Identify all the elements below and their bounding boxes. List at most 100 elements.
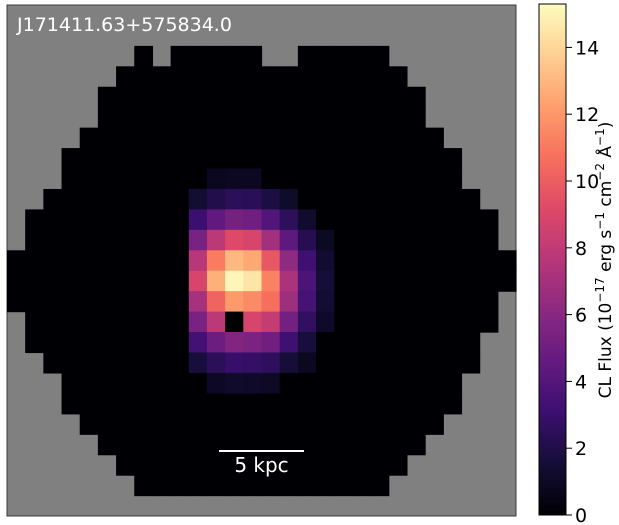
heatmap-pixel [279, 188, 299, 210]
heatmap-pixel [79, 393, 99, 415]
heatmap-pixel [406, 291, 426, 313]
heatmap-pixel [170, 413, 190, 435]
heatmap-pixel [43, 332, 63, 354]
heatmap-pixel [316, 168, 335, 190]
heatmap-pixel [334, 372, 353, 394]
heatmap-pixel [116, 434, 135, 456]
heatmap-pixel [370, 107, 390, 129]
heatmap-pixel [352, 148, 372, 170]
heatmap-pixel [316, 66, 335, 88]
heatmap-pixel [152, 209, 172, 231]
heatmap-pixel [316, 209, 335, 231]
heatmap-pixel [79, 352, 99, 374]
heatmap-pixel [461, 188, 481, 210]
heatmap-pixel [297, 454, 317, 476]
heatmap-pixel [279, 311, 299, 333]
heatmap-pixel [297, 372, 317, 394]
heatmap-pixel [261, 372, 281, 394]
heatmap-pixel [461, 209, 481, 231]
heatmap-pixel [170, 332, 190, 354]
heatmap-pixel [206, 86, 226, 108]
heatmap-pixel [152, 229, 172, 251]
heatmap-pixel [316, 291, 335, 313]
heatmap-pixel [134, 332, 154, 354]
heatmap-pixel [443, 393, 463, 415]
heatmap-pixel [479, 311, 499, 333]
heatmap-pixel [370, 311, 390, 333]
heatmap-pixel [316, 229, 335, 251]
heatmap-pixel [370, 475, 390, 497]
heatmap-pixel [243, 209, 263, 231]
heatmap-pixel [116, 188, 135, 210]
heatmap-pixel [206, 475, 226, 497]
heatmap-pixel [188, 66, 208, 88]
heatmap-pixel [170, 45, 190, 67]
heatmap-pixel [279, 250, 299, 272]
heatmap-pixel [279, 107, 299, 129]
heatmap-pixel [116, 454, 135, 476]
heatmap-pixel [43, 250, 63, 272]
heatmap-pixel [388, 352, 408, 374]
heatmap-pixel [388, 86, 408, 108]
heatmap-pixel [352, 352, 372, 374]
heatmap-pixel [406, 413, 426, 435]
heatmap-pixel [261, 291, 281, 313]
heatmap-pixel [188, 270, 208, 292]
heatmap-pixel [134, 86, 154, 108]
heatmap-pixel [388, 127, 408, 149]
heatmap-pixel [279, 393, 299, 415]
heatmap-pixel [297, 209, 317, 231]
heatmap-pixel [152, 148, 172, 170]
heatmap-pixel [297, 475, 317, 497]
heatmap-pixel [297, 168, 317, 190]
heatmap-pixel [279, 332, 299, 354]
heatmap-pixel [370, 188, 390, 210]
heatmap-pixel [297, 127, 317, 149]
heatmap-pixel [406, 107, 426, 129]
heatmap-pixel [134, 148, 154, 170]
heatmap-pixel [116, 229, 135, 251]
heatmap-pixel [225, 454, 244, 476]
heatmap-pixel [297, 393, 317, 415]
heatmap-pixel [406, 148, 426, 170]
heatmap-pixel [479, 291, 499, 313]
heatmap-pixel [406, 434, 426, 456]
heatmap-pixel [134, 188, 154, 210]
heatmap-pixel [243, 250, 263, 272]
heatmap-pixel [461, 352, 481, 374]
heatmap-pixel [388, 413, 408, 435]
heatmap-pixel [370, 66, 390, 88]
heatmap-pixel [388, 209, 408, 231]
heatmap-pixel [388, 434, 408, 456]
heatmap-pixel [152, 434, 172, 456]
heatmap-pixel [297, 311, 317, 333]
heatmap-pixel [43, 311, 63, 333]
colorbar-tick-label: 8 [575, 238, 587, 260]
heatmap-pixel [406, 332, 426, 354]
heatmap-pixel [206, 270, 226, 292]
heatmap-pixel [316, 413, 335, 435]
heatmap-pixel [297, 188, 317, 210]
heatmap-pixel [461, 270, 481, 292]
heatmap-pixel [170, 475, 190, 497]
heatmap-pixel [443, 229, 463, 251]
object-name-label: J171411.63+575834.0 [16, 14, 232, 36]
heatmap-pixel [425, 270, 444, 292]
heatmap-pixel [316, 148, 335, 170]
heatmap-pixel [334, 86, 353, 108]
heatmap-pixel [152, 250, 172, 272]
heatmap-pixel [206, 352, 226, 374]
heatmap-pixel [352, 270, 372, 292]
heatmap-pixel [370, 127, 390, 149]
heatmap-pixel [316, 454, 335, 476]
heatmap-pixel [97, 434, 117, 456]
heatmap-pixel [388, 291, 408, 313]
heatmap-pixel [316, 434, 335, 456]
heatmap-pixel [243, 107, 263, 129]
heatmap-pixel [79, 229, 99, 251]
heatmap-pixel [116, 168, 135, 190]
heatmap-pixel [225, 332, 244, 354]
heatmap-pixel [352, 434, 372, 456]
heatmap-pixel [116, 209, 135, 231]
heatmap-pixel [225, 413, 244, 435]
